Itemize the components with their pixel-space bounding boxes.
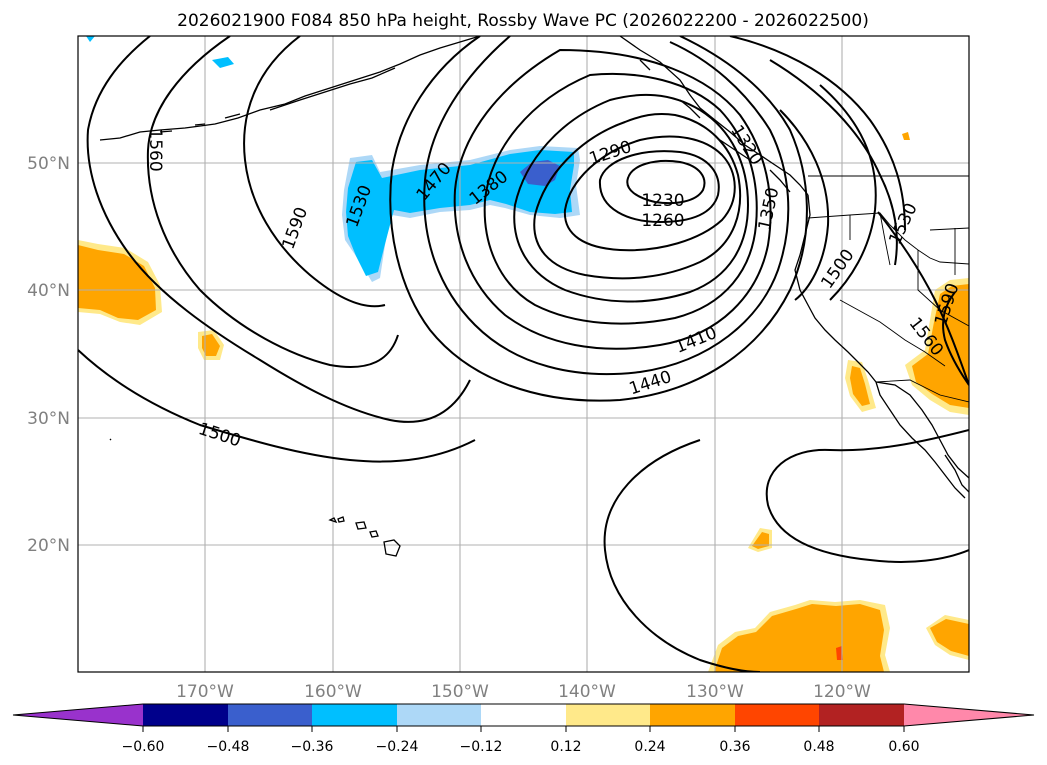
colorbar-segment — [481, 704, 566, 726]
lon-label: 130°W — [686, 682, 744, 702]
colorbar-tick-label: −0.36 — [291, 739, 334, 755]
lon-label: 140°W — [558, 682, 616, 702]
map-panel: 1590 1560 1530 1500 1470 1380 1290 1230 … — [77, 35, 970, 673]
colorbar-segment — [735, 704, 819, 726]
anomaly-region-pos-small — [202, 334, 220, 356]
lon-label: 170°W — [176, 682, 234, 702]
height-contours — [78, 36, 969, 672]
colorbar: −0.60 −0.48 −0.36 −0.24 −0.12 0.12 0.24 … — [12, 703, 1035, 755]
anomaly-region-pos-strong — [836, 646, 843, 660]
graticule — [78, 36, 969, 672]
lon-label: 150°W — [431, 682, 489, 702]
colorbar-segment — [312, 704, 397, 726]
lat-axis: 50°N 40°N 30°N 20°N — [27, 154, 70, 556]
lon-label: 120°W — [813, 682, 871, 702]
colorbar-segment — [143, 704, 228, 726]
lat-label: 50°N — [27, 154, 70, 174]
colorbar-segment — [819, 704, 904, 726]
lon-axis: 170°W 160°W 150°W 140°W 130°W 120°W — [176, 682, 871, 702]
contour-label: 1260 — [641, 211, 684, 231]
colorbar-segment — [566, 704, 650, 726]
map-background — [78, 36, 969, 672]
colorbar-segment — [650, 704, 735, 726]
lat-label: 30°N — [27, 409, 70, 429]
anomaly-region-pos-east — [912, 284, 969, 408]
anomaly-region-neg-corner — [86, 36, 95, 42]
anomaly-region-pos-se — [930, 619, 969, 656]
colorbar-tick-label: 0.12 — [550, 739, 581, 755]
colorbar-tick-label: −0.12 — [460, 739, 503, 755]
contour-label: 1230 — [641, 191, 684, 211]
colorbar-extend-high — [904, 704, 1034, 726]
anomaly-region-neg — [346, 150, 574, 276]
colorbar-tick-label: 0.48 — [803, 739, 834, 755]
colorbar-segment — [397, 704, 481, 726]
map-frame — [77, 35, 970, 673]
contour-label: 1560 — [145, 128, 165, 171]
figure-title: 2026021900 F084 850 hPa height, Rossby W… — [177, 11, 869, 31]
anomaly-region-pos-coast — [850, 366, 870, 406]
colorbar-tick-label: 0.60 — [888, 739, 919, 755]
colorbar-extend-low — [13, 704, 143, 726]
colorbar-tick-label: −0.48 — [207, 739, 250, 755]
lat-label: 40°N — [27, 281, 70, 301]
lon-label: 160°W — [304, 682, 362, 702]
anomaly-region-neg-small — [212, 57, 234, 68]
colorbar-tick-label: 0.24 — [634, 739, 665, 755]
lat-label: 20°N — [27, 536, 70, 556]
colorbar-ticks — [142, 726, 905, 732]
colorbar-segment — [228, 704, 312, 726]
colorbar-tick-label: −0.24 — [376, 739, 419, 755]
colorbar-tick-label: −0.60 — [122, 739, 165, 755]
anomaly-region-pos-north — [902, 132, 910, 140]
colorbar-tick-label: 0.36 — [719, 739, 750, 755]
